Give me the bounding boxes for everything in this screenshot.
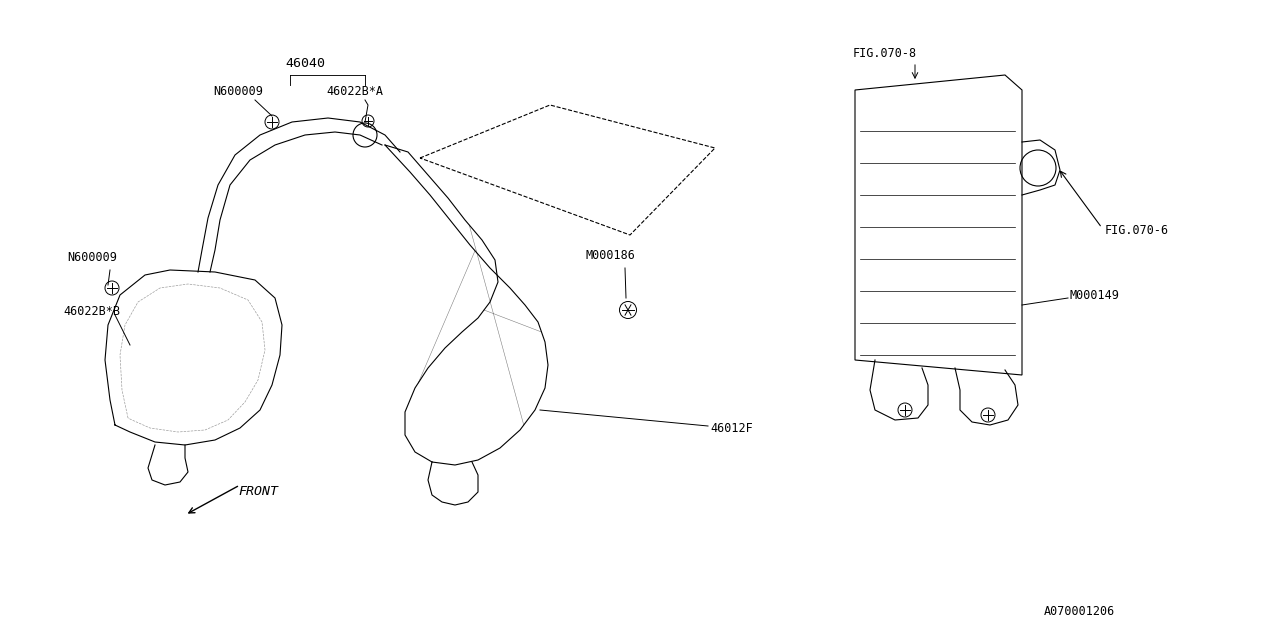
- Text: M000149: M000149: [1070, 289, 1120, 301]
- Text: 46022B*A: 46022B*A: [326, 85, 384, 98]
- Text: 46040: 46040: [285, 57, 325, 70]
- Text: N600009: N600009: [212, 85, 262, 98]
- Text: FIG.070-8: FIG.070-8: [852, 47, 916, 60]
- Text: 46012F: 46012F: [710, 422, 753, 435]
- Text: 46022B*B: 46022B*B: [64, 305, 120, 318]
- Text: A070001206: A070001206: [1043, 605, 1115, 618]
- Text: N600009: N600009: [67, 251, 116, 264]
- Text: FRONT: FRONT: [238, 485, 278, 498]
- Text: M000186: M000186: [585, 249, 635, 262]
- Text: FIG.070-6: FIG.070-6: [1105, 223, 1169, 237]
